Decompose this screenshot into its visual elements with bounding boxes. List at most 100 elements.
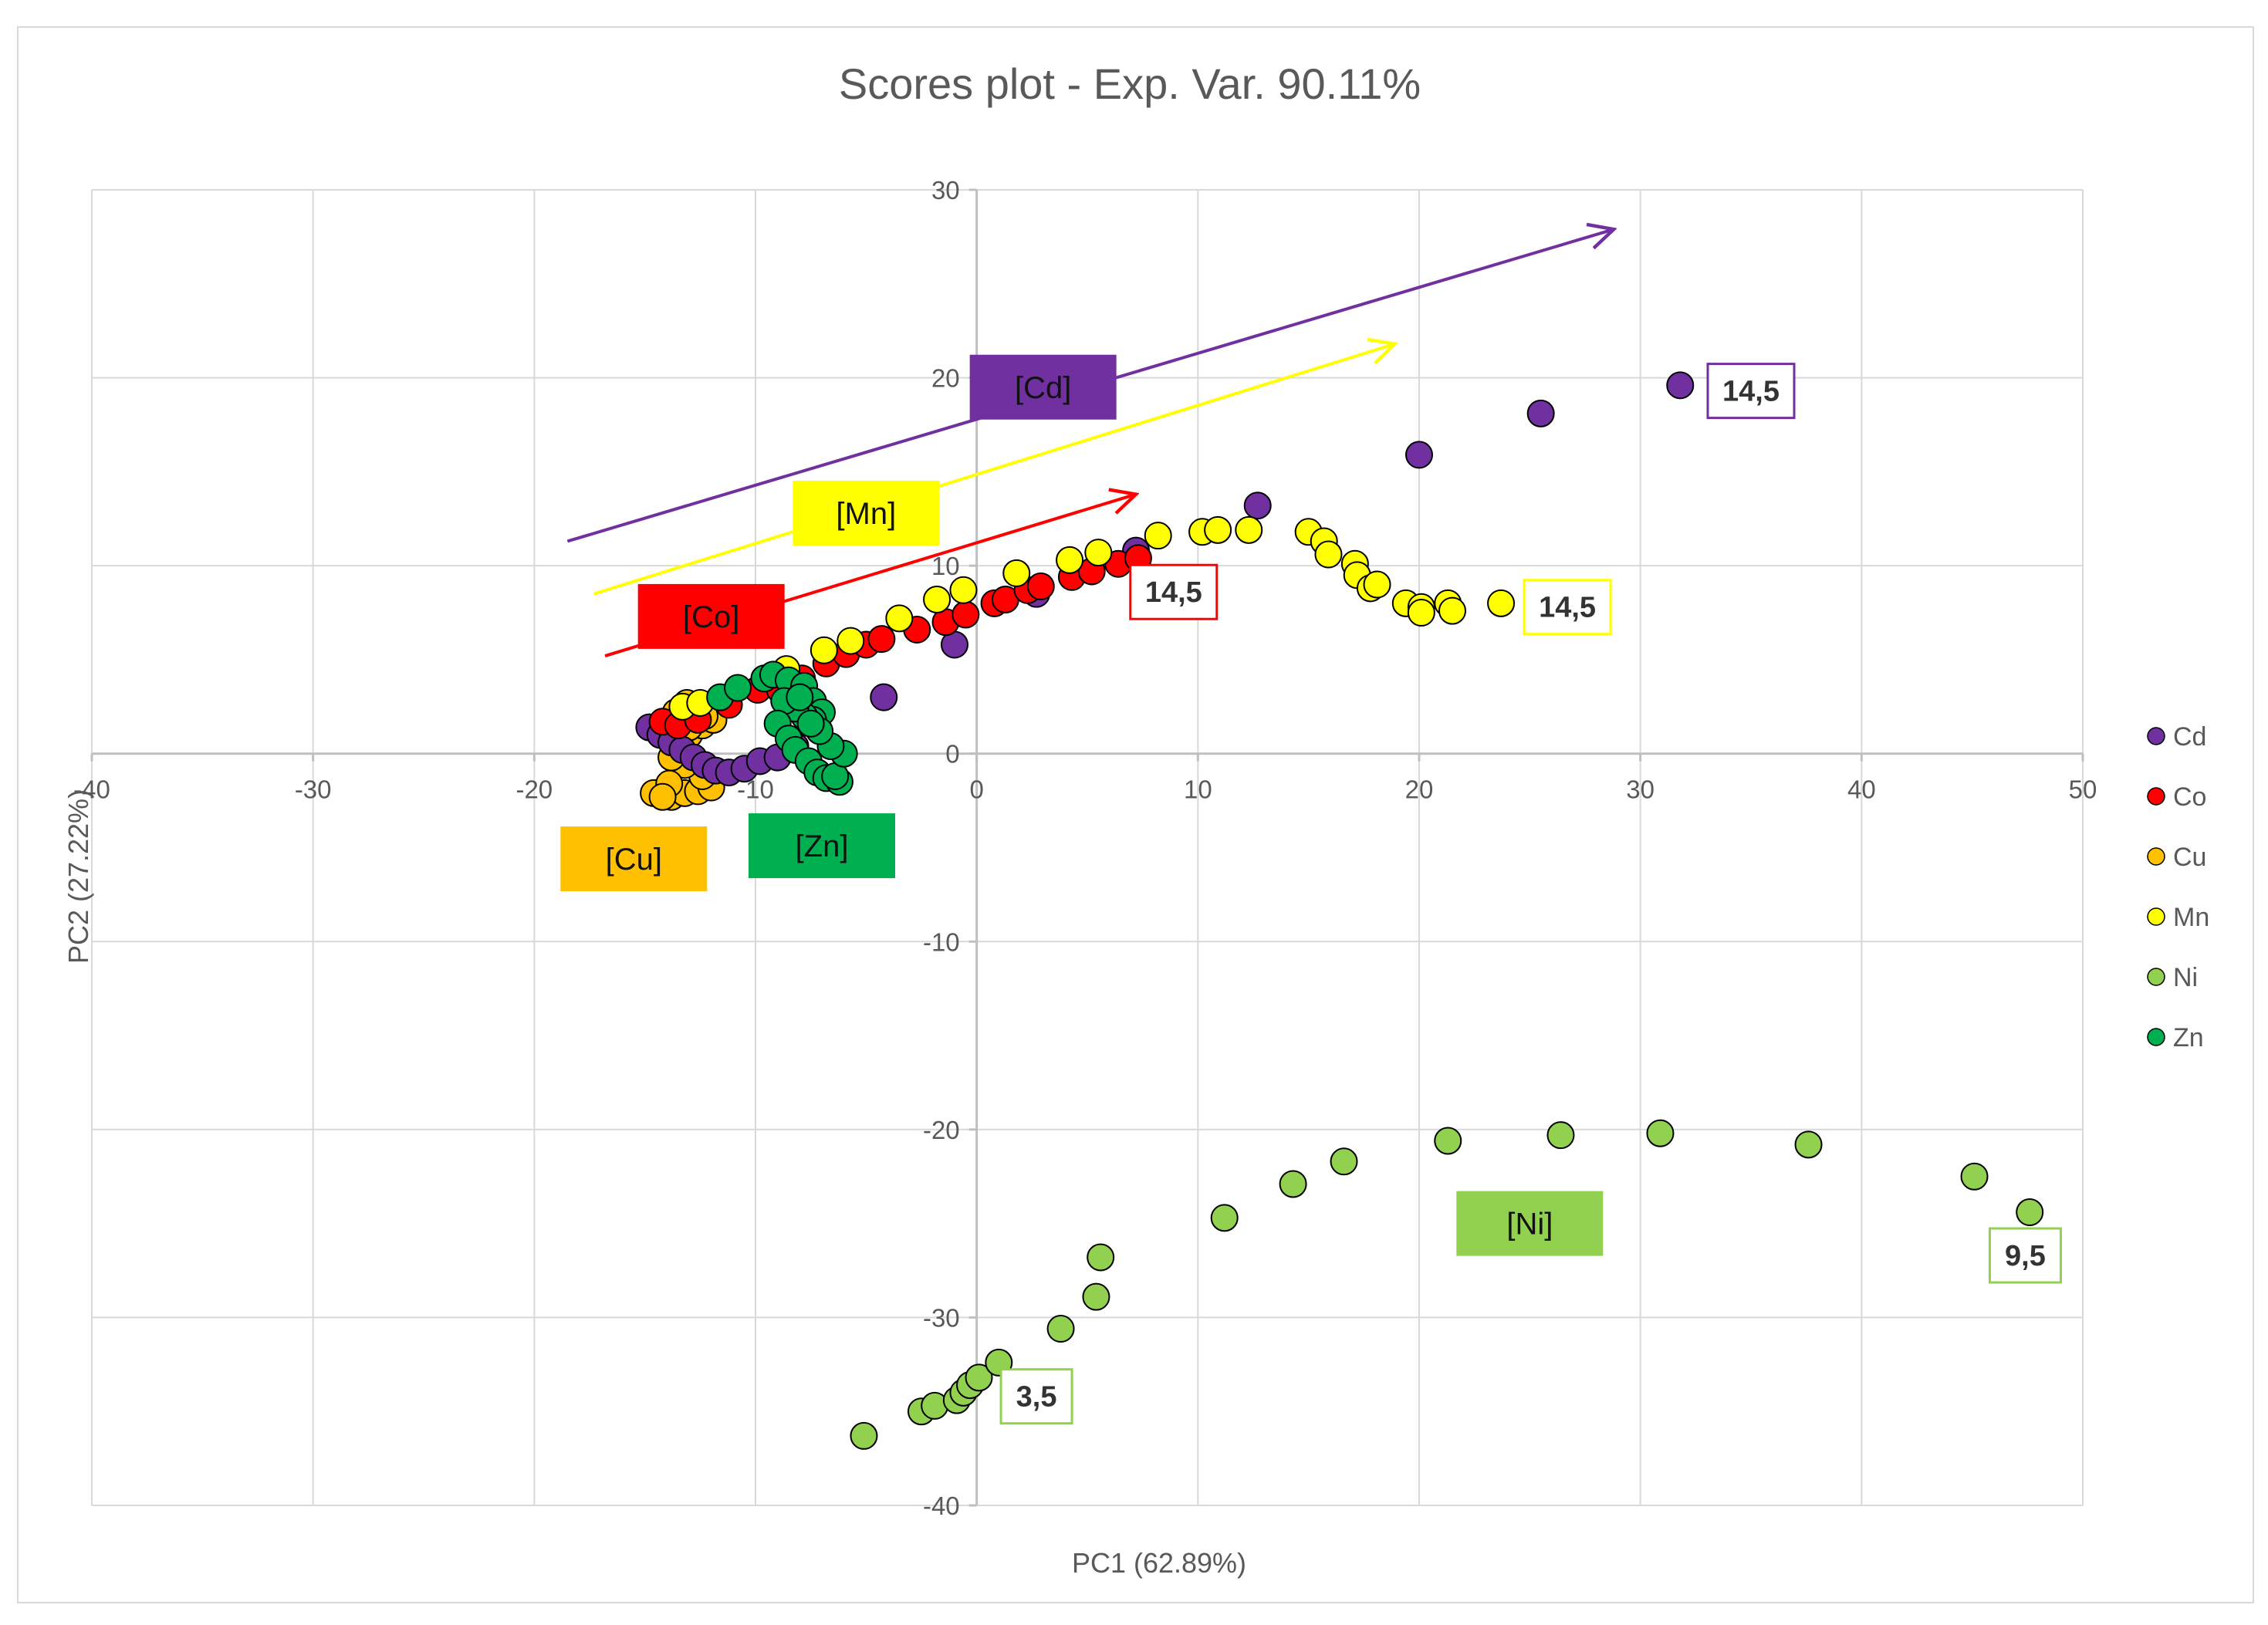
end-label-box — [1129, 563, 1219, 620]
point-ni — [965, 1363, 993, 1392]
point-co — [1026, 572, 1055, 600]
tag-label: [Co] — [683, 600, 739, 634]
end-label-text: 14,5 — [1145, 576, 1202, 609]
tag-box — [793, 480, 940, 546]
point-co — [867, 625, 896, 654]
point-ni — [1960, 1162, 1989, 1191]
series-zn — [706, 660, 858, 796]
legend-label: Cd — [2173, 722, 2206, 752]
point-ni — [1794, 1130, 1823, 1159]
tag-box — [969, 354, 1117, 420]
point-co — [951, 600, 980, 629]
chart-frame: Scores plot - Exp. Var. 90.11% -40 -30 -20… — [17, 26, 2254, 1603]
tag-box — [1456, 1191, 1604, 1256]
x-tick-label: -40 — [73, 775, 110, 804]
end-label-box — [1523, 579, 1612, 636]
legend-marker — [2147, 727, 2165, 745]
tag-zn: [Zn] — [749, 813, 895, 879]
concentration-tags: [Cd] [Mn] [Co] [Cu] [Zn] [Ni] — [560, 354, 1604, 1256]
end-label-ni: 9,5 — [1988, 1227, 2062, 1284]
y-tick-label: 20 — [931, 364, 960, 393]
legend-marker — [2147, 1028, 2165, 1046]
end-label-ni: 3,5 — [999, 1368, 1073, 1425]
legend-marker — [2147, 907, 2165, 926]
point-mn — [1002, 559, 1031, 587]
end-label-box — [1988, 1227, 2062, 1284]
legend-item-mn: Mn — [2147, 903, 2209, 932]
end-label-mn: 14,5 — [1523, 579, 1612, 636]
series-ni — [850, 1119, 2044, 1450]
point-ni — [2016, 1198, 2044, 1227]
x-tick-label: 40 — [1847, 775, 1876, 804]
tag-cd: [Cd] — [969, 354, 1117, 420]
tag-mn: [Mn] — [793, 480, 940, 546]
point-mn — [1314, 540, 1343, 569]
point-mn — [1487, 589, 1516, 617]
tag-label: [Mn] — [836, 497, 896, 531]
y-tick-label: -30 — [923, 1303, 960, 1332]
point-mn — [1144, 522, 1172, 550]
legend-marker — [2147, 968, 2165, 986]
x-tick-label: 0 — [969, 775, 983, 804]
point-mn — [949, 576, 978, 604]
y-axis-title: PC2 (27.22%) — [63, 789, 94, 964]
point-mn — [1438, 596, 1466, 625]
legend-item-cu: Cu — [2147, 843, 2206, 872]
chart-title: Scores plot - Exp. Var. 90.11% — [839, 59, 1421, 108]
tag-label: [Cu] — [606, 843, 662, 877]
legend-item-co: Co — [2147, 782, 2206, 812]
legend-item-zn: Zn — [2147, 1023, 2204, 1052]
end-label-box — [1706, 363, 1796, 420]
point-zn — [724, 674, 752, 702]
legend-label: Ni — [2173, 963, 2198, 992]
legend-label: Zn — [2173, 1023, 2204, 1052]
point-mn — [810, 636, 838, 664]
tag-label: [Ni] — [1506, 1208, 1553, 1242]
x-axis-title: PC1 (62.89%) — [1072, 1547, 1246, 1579]
point-ni — [1087, 1243, 1115, 1272]
legend-label: Co — [2173, 782, 2206, 812]
tag-label: [Cd] — [1015, 371, 1071, 405]
data-points — [635, 371, 2044, 1450]
point-mn — [1407, 599, 1435, 627]
end-label-text: 3,5 — [1016, 1381, 1057, 1414]
tag-co: [Co] — [637, 583, 785, 649]
series-mn — [668, 515, 1516, 721]
x-tick-label: -30 — [295, 775, 332, 804]
point-mn — [885, 604, 914, 633]
point-zn — [796, 709, 825, 738]
point-cd — [1526, 399, 1555, 427]
arrow-mn — [593, 344, 1395, 596]
point-ni — [1046, 1315, 1075, 1343]
point-mn — [1084, 539, 1113, 567]
y-tick-label: -40 — [923, 1492, 960, 1520]
end-label-co: 14,5 — [1129, 563, 1219, 620]
tag-cu: [Cu] — [560, 826, 708, 892]
point-mn — [1204, 515, 1232, 544]
point-ni — [1434, 1127, 1462, 1155]
x-tick-label: 10 — [1184, 775, 1212, 804]
point-cd — [1666, 371, 1695, 400]
y-tick-label: 30 — [931, 176, 960, 204]
point-mn — [1056, 546, 1084, 574]
point-ni — [850, 1421, 878, 1450]
point-ni — [1330, 1147, 1358, 1176]
point-ni — [1646, 1119, 1675, 1147]
x-tick-label: 20 — [1405, 775, 1434, 804]
legend-item-cd: Cd — [2147, 722, 2206, 752]
end-label-text: 14,5 — [1722, 376, 1780, 408]
tag-box — [560, 826, 708, 892]
point-ni — [1279, 1170, 1307, 1198]
tag-label: [Zn] — [796, 829, 849, 863]
point-cd — [870, 683, 898, 711]
point-cd — [1243, 492, 1272, 520]
y-tick-label: 0 — [945, 740, 959, 769]
point-mn — [837, 627, 865, 655]
end-label-text: 14,5 — [1539, 592, 1596, 624]
point-mn — [923, 585, 951, 613]
end-label-text: 9,5 — [2005, 1240, 2046, 1272]
x-tick-label: 50 — [2069, 775, 2097, 804]
scores-plot: Scores plot - Exp. Var. 90.11% -40 -30 -20… — [63, 59, 2209, 1579]
point-cu — [648, 782, 677, 811]
point-zn — [786, 683, 814, 711]
